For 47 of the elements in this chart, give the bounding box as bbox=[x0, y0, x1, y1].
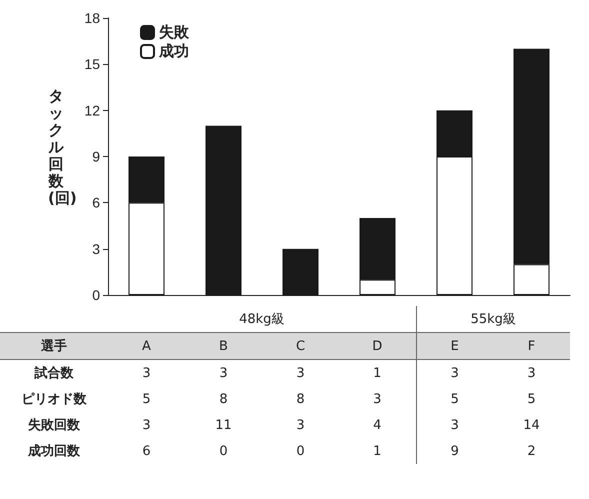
text: 3 bbox=[372, 390, 382, 408]
text: 3 bbox=[141, 364, 152, 382]
data-label: 1 bbox=[372, 442, 382, 460]
text: 成功回数 bbox=[26, 443, 81, 461]
y-tick-label: 9 bbox=[92, 148, 100, 164]
y-tick-label: 12 bbox=[84, 102, 100, 118]
x-tick-label: F bbox=[493, 332, 570, 360]
text: 5 bbox=[416, 386, 493, 412]
text: 3 bbox=[295, 364, 306, 382]
y-axis-title: タックル回数(回) bbox=[48, 87, 77, 207]
data-label: 4 bbox=[372, 416, 382, 434]
y-tick-label: 18 bbox=[84, 10, 100, 26]
x-tick-label: B bbox=[185, 332, 262, 360]
text: 8 bbox=[295, 390, 306, 408]
data-label: 3 bbox=[416, 412, 493, 438]
data-label: 9 bbox=[416, 438, 493, 464]
data-label: 3 bbox=[295, 416, 306, 434]
y-tick-label: 0 bbox=[92, 287, 100, 303]
text: ピリオド数 bbox=[20, 391, 88, 409]
text: 3 bbox=[526, 364, 537, 382]
x-tick-label: D bbox=[339, 332, 416, 360]
data-label: 0 bbox=[218, 442, 229, 460]
text: 55kg級 bbox=[416, 306, 570, 332]
data-label: 14 bbox=[522, 416, 541, 434]
text: 8 bbox=[218, 390, 229, 408]
text: 選手 bbox=[0, 332, 108, 360]
legend-label: 失敗 bbox=[159, 24, 190, 41]
x-tick-label: A bbox=[108, 332, 185, 360]
text: 失敗回数 bbox=[27, 417, 81, 435]
y-tick-label: 6 bbox=[92, 194, 100, 211]
y-tick-label: 15 bbox=[84, 56, 100, 72]
text: 3 bbox=[218, 364, 229, 382]
data-label: 6 bbox=[141, 442, 152, 460]
text: 1 bbox=[372, 364, 382, 382]
x-tick-label: C bbox=[262, 332, 339, 360]
text: 5 bbox=[141, 390, 152, 408]
y-tick-label: 3 bbox=[92, 240, 100, 257]
legend-label: 成功 bbox=[158, 43, 189, 60]
text: 試合数 bbox=[33, 365, 74, 383]
text: 48kg級 bbox=[238, 311, 286, 329]
x-tick-label: E bbox=[416, 332, 493, 360]
data-label: 2 bbox=[526, 442, 537, 460]
data-label: 11 bbox=[214, 416, 233, 434]
data-label: 3 bbox=[141, 416, 152, 434]
text: 3 bbox=[416, 360, 493, 386]
text: 5 bbox=[526, 390, 537, 408]
data-label: 0 bbox=[295, 442, 306, 460]
